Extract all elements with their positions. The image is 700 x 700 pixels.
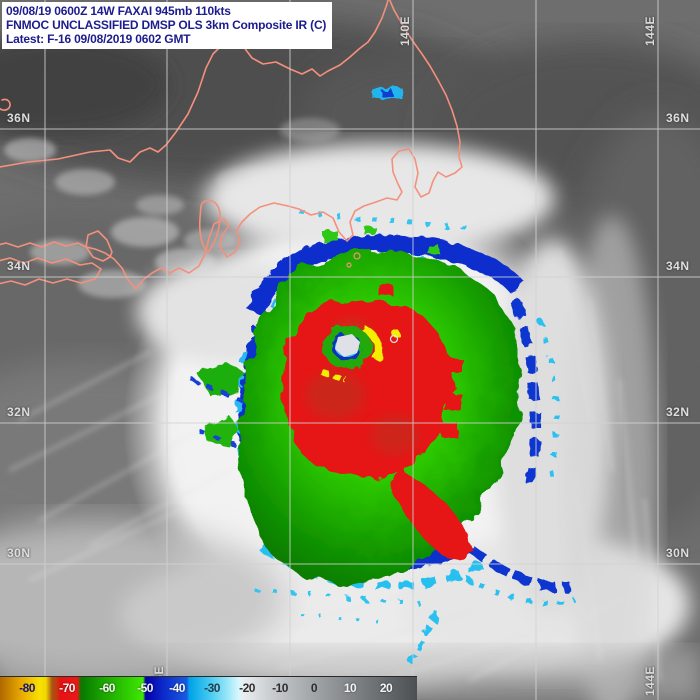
colorbar-tick: 20	[379, 681, 393, 695]
lat-label-32n-right: 32N	[666, 405, 690, 419]
lon-label-144e-top: 144E	[643, 15, 657, 46]
lon-label-140e-top: 140E	[398, 15, 412, 46]
colorbar-tick: 0	[310, 681, 318, 695]
lon-label-144e-bottom: 144E	[643, 665, 657, 696]
colorbar-tick: -10	[272, 681, 288, 695]
storm-eye	[322, 326, 372, 368]
lat-label-36n-right: 36N	[666, 111, 690, 125]
header-product-line: FNMOC UNCLASSIFIED DMSP OLS 3km Composit…	[6, 18, 327, 32]
header-storm-line: 09/08/19 0600Z 14W FAXAI 945mb 110kts	[6, 4, 231, 18]
colorbar-tick: -50	[137, 681, 153, 695]
storm-ir-overlay	[191, 88, 576, 670]
colorbar-tick: -20	[239, 681, 255, 695]
lat-label-36n-left: 36N	[7, 111, 31, 125]
lat-label-34n-left: 34N	[7, 259, 31, 273]
ir-temperature-colorbar: -80 -70 -60 -50 -40 -30 -20 -10 0 10 20	[0, 676, 417, 700]
product-header-box: 09/08/19 0600Z 14W FAXAI 945mb 110kts FN…	[2, 2, 333, 49]
colorbar-tick: -40	[169, 681, 185, 695]
colorbar-tick: -30	[204, 681, 220, 695]
colorbar-tick: -80	[19, 681, 35, 695]
header-latest-line: Latest: F-16 09/08/2019 0602 GMT	[6, 32, 191, 46]
colorbar-tick: -60	[99, 681, 115, 695]
lat-label-32n-left: 32N	[7, 405, 31, 419]
colorbar-tick: -70	[59, 681, 75, 695]
lat-label-34n-right: 34N	[666, 259, 690, 273]
lat-label-30n-left: 30N	[7, 546, 31, 560]
lat-label-30n-right: 30N	[666, 546, 690, 560]
colorbar-tick: 10	[343, 681, 357, 695]
